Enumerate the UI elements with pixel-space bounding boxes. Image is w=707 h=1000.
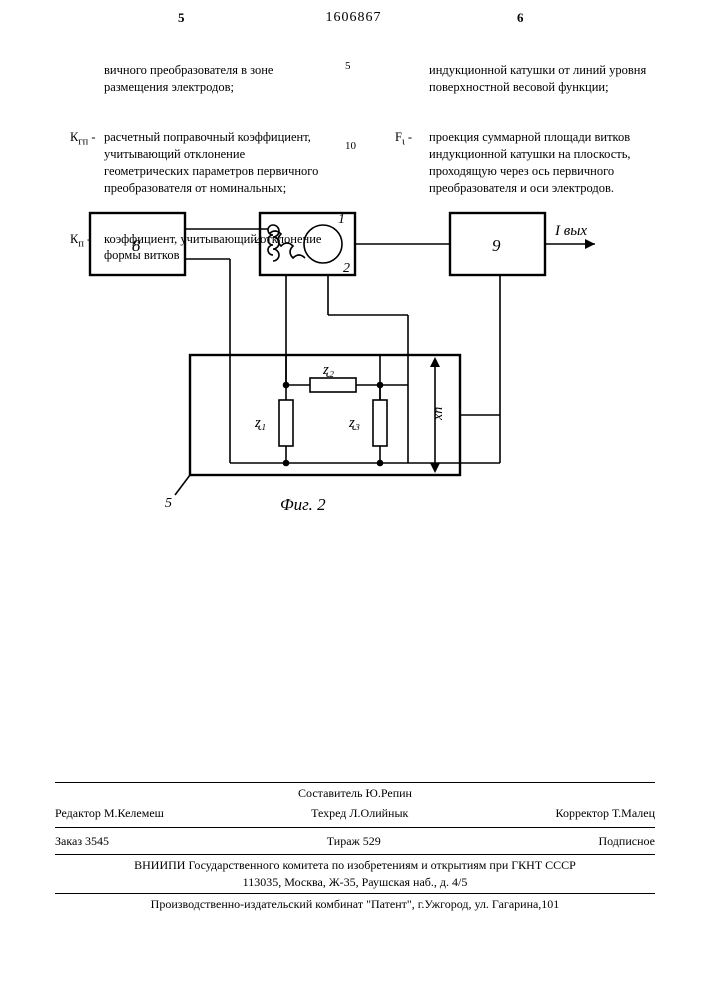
subscription: Подписное [598, 833, 655, 850]
compiler: Составитель Ю.Репин [55, 785, 655, 802]
symbol-f: Fι - [395, 129, 429, 197]
label-1: 1 [338, 212, 345, 227]
footer: Составитель Ю.Репин Редактор М.Келемеш Т… [55, 780, 655, 913]
label-4: 4 [255, 234, 262, 249]
label-5: 5 [165, 496, 172, 511]
left-cont-text: вичного преобразователя в зоне размещени… [104, 62, 330, 96]
label-8: 8 [132, 236, 141, 255]
org-address: 113035, Москва, Ж-35, Раушская наб., д. … [55, 874, 655, 891]
label-z2: ʐ₂ [322, 362, 334, 378]
def-f: проекция суммарной площади витков индукц… [429, 129, 655, 197]
printer-line: Производственно-издательский комбинат "П… [55, 896, 655, 913]
col-number-right: 6 [517, 10, 524, 26]
order-number: Заказ 3545 [55, 833, 109, 850]
line-number-5: 5 [345, 60, 351, 72]
tech: Техред Л.Олийнык [311, 805, 408, 822]
figure-caption: Фиг. 2 [280, 495, 326, 514]
label-z3: ʐ₃ [348, 415, 360, 431]
line-number-10: 10 [345, 140, 356, 152]
symbol-kgp: Кгп - [70, 129, 104, 197]
right-cont-text: индукционной катушки от линий уровня пов… [429, 62, 655, 96]
def-kgp: расчетный поправочный коэффициент, учиты… [104, 129, 330, 197]
label-iout: I вых [554, 223, 587, 239]
corrector: Корректор Т.Малец [556, 805, 655, 822]
print-run: Тираж 529 [327, 833, 381, 850]
label-z1: ʐ₁ [254, 415, 266, 431]
label-9: 9 [492, 236, 501, 255]
label-xn: хп [431, 407, 446, 421]
label-2: 2 [343, 261, 350, 276]
patent-number: 1606867 [0, 10, 707, 26]
org-line: ВНИИПИ Государственного комитета по изоб… [55, 857, 655, 874]
figure-2: 8 9 4 1 2 5 ʐ₁ ʐ₂ ʐ₃ I вых хп Фиг. 2 [80, 195, 625, 525]
editor: Редактор М.Келемеш [55, 805, 164, 822]
